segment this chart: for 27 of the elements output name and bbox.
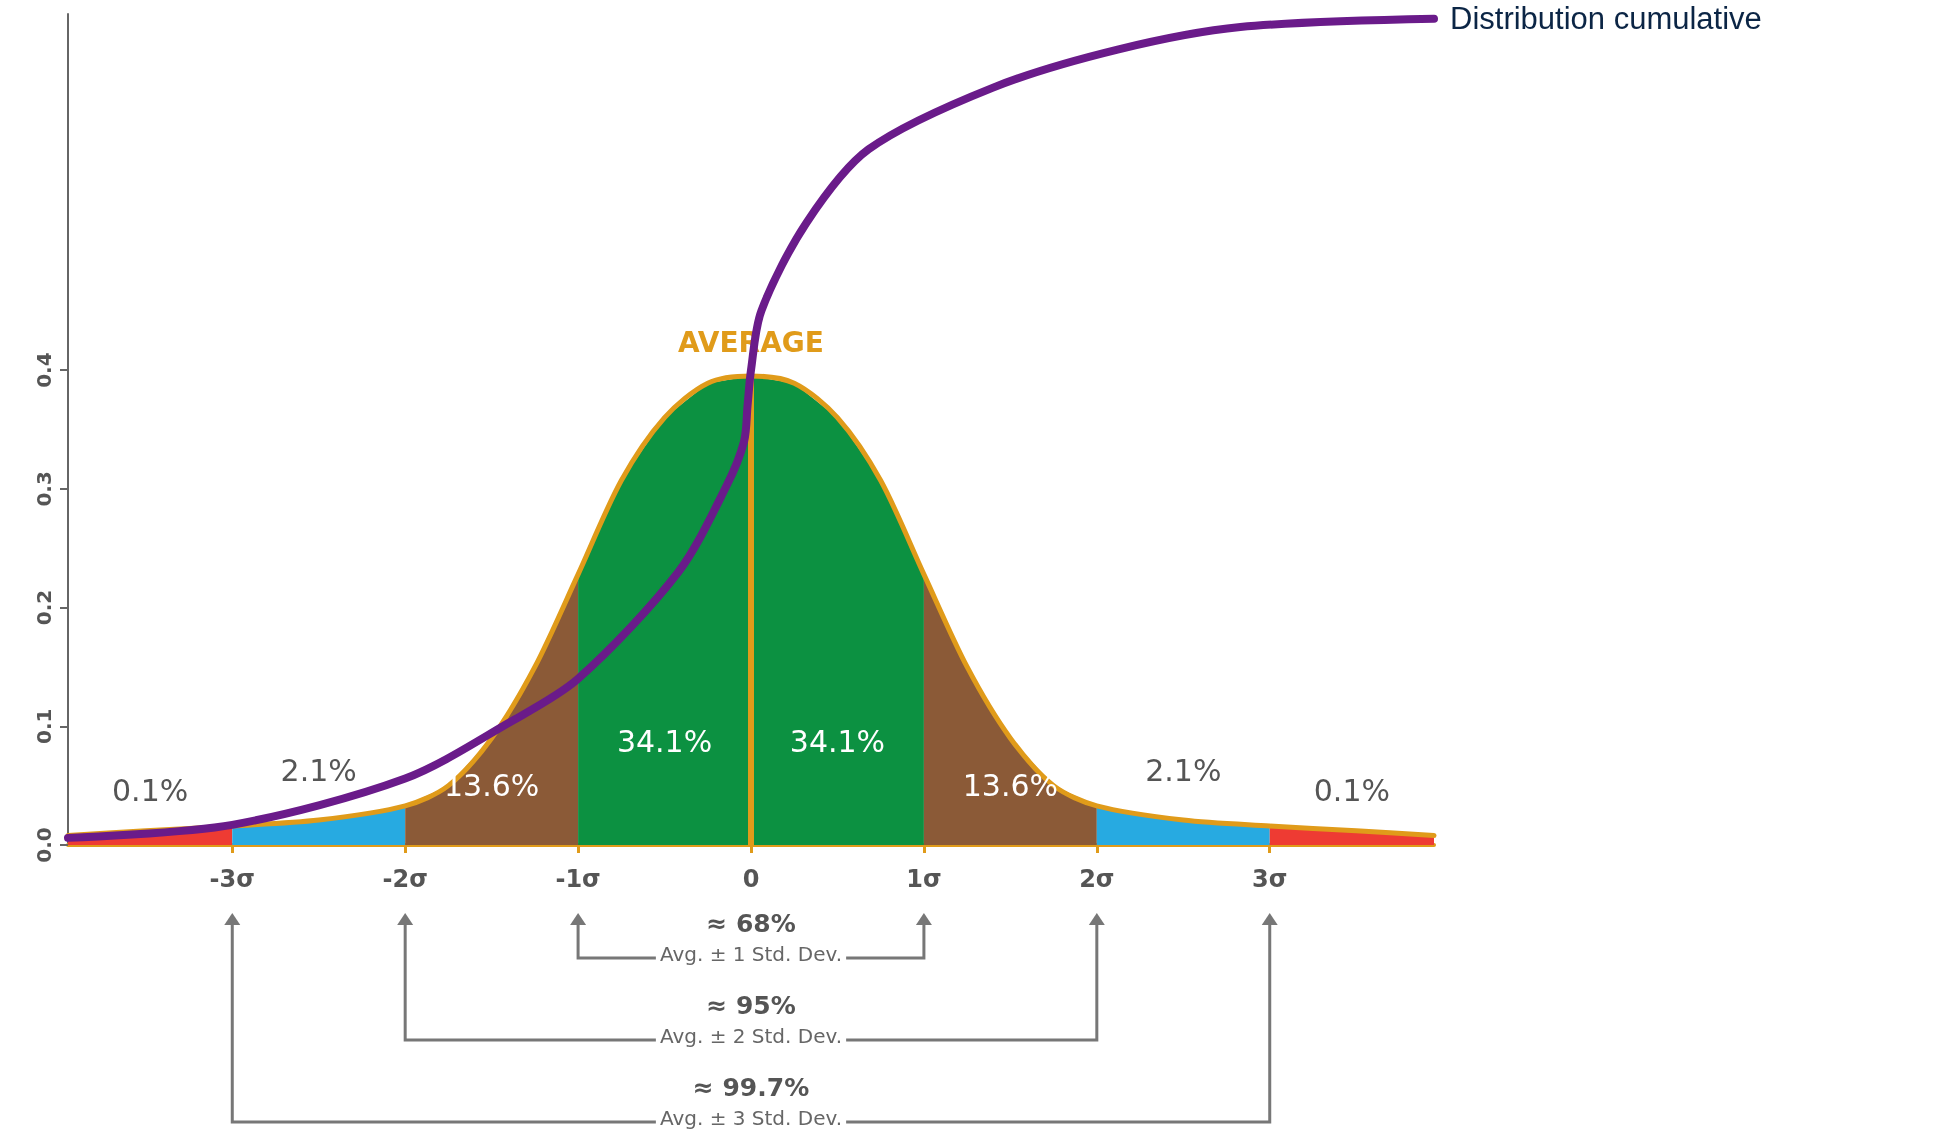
annotation: 13.6% — [443, 767, 540, 803]
x-tick-label: 3σ — [1252, 865, 1288, 893]
annotation: 2.1% — [280, 752, 357, 788]
y-tick-label: 0.1 — [32, 708, 56, 744]
annotation: 13.6% — [962, 767, 1059, 803]
y-tick-label: 0.3 — [32, 471, 56, 507]
text: Avg. ± 3 Std. Dev. — [659, 1106, 843, 1130]
y-tick-label: 0.4 — [32, 352, 56, 388]
annotation: 2.1% — [1145, 752, 1222, 788]
annotation: 0.1% — [1313, 772, 1390, 808]
x-tick-label: -3σ — [209, 865, 255, 893]
x-tick-label: -2σ — [382, 865, 428, 893]
y-tick-label: 0.0 — [32, 827, 56, 863]
x-tick-label: 2σ — [1079, 865, 1115, 893]
series-label: Distribution cumulative — [1450, 1, 1762, 37]
y-tick-label: 0.2 — [32, 589, 56, 626]
text: ≈ 99.7% — [692, 1073, 810, 1102]
text: Avg. ± 2 Std. Dev. — [659, 1024, 843, 1048]
annotation: 0.1% — [112, 772, 189, 808]
annotation: 34.1% — [789, 724, 886, 760]
annotation: 34.1% — [616, 724, 713, 760]
text: Avg. ± 1 Std. Dev. — [659, 942, 843, 966]
x-tick-label: -1σ — [555, 865, 601, 893]
x-tick-label: 0 — [742, 865, 760, 893]
text: ≈ 68% — [706, 909, 796, 938]
text: ≈ 95% — [706, 991, 796, 1020]
x-tick-label: 1σ — [906, 865, 942, 893]
